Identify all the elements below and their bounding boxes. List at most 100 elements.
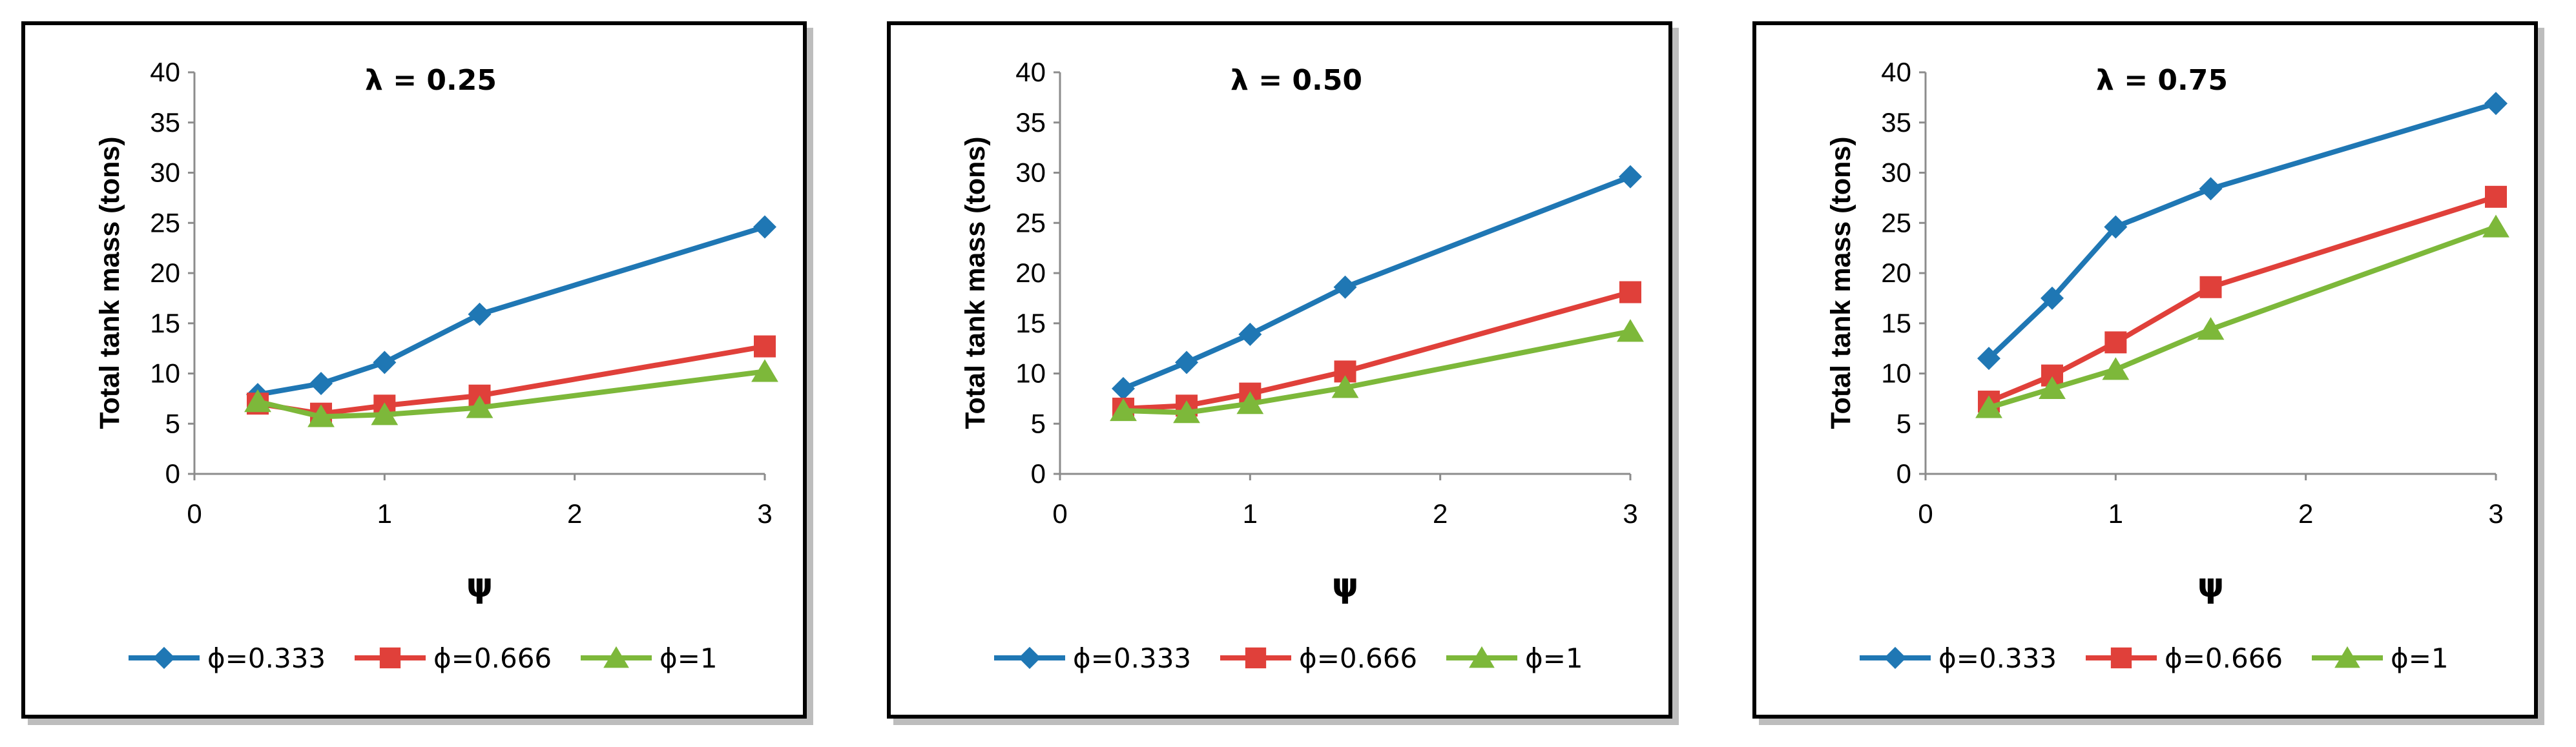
data-point	[754, 335, 776, 358]
legend-entry: ϕ=1	[1446, 642, 1583, 674]
y-tick-label: 35	[150, 107, 180, 138]
y-tick-label: 25	[1015, 207, 1046, 238]
legend-label: ϕ=0.333	[207, 642, 326, 674]
data-point	[373, 351, 397, 374]
x-tick-label: 3	[757, 498, 772, 529]
y-tick-label: 30	[150, 158, 180, 188]
data-point	[1238, 322, 1262, 346]
chart-panel-lambda-0-50: 0 5 10 15 20 25 30 35 40 0 1 2 3 Total tank mass (ton…	[887, 21, 1672, 719]
data-point	[2485, 185, 2507, 208]
data-point	[466, 395, 493, 418]
data-point	[1175, 351, 1199, 374]
series-line	[1122, 174, 1632, 391]
data-point	[2104, 331, 2127, 354]
y-axis-title: Total tank mass (tons)	[960, 136, 991, 429]
legend-marker	[1018, 646, 1041, 670]
y-tick-label: 40	[1881, 57, 1911, 87]
data-point	[1331, 375, 1359, 398]
series-line	[1988, 224, 2497, 411]
x-tick-label: 2	[567, 498, 582, 529]
y-tick-label: 10	[1015, 358, 1046, 389]
series-line	[1123, 329, 1631, 416]
y-tick-label: 20	[150, 258, 180, 288]
legend-label: ϕ=0.666	[2165, 642, 2283, 674]
data-point	[1617, 319, 1644, 342]
data-point	[753, 215, 776, 239]
series-1	[1112, 165, 1642, 400]
series-line	[257, 224, 766, 398]
legend-marker	[1245, 647, 1267, 669]
x-tick-label: 1	[1243, 498, 1258, 529]
y-tick-label: 15	[1015, 308, 1046, 338]
x-axis-title: ψ	[466, 566, 493, 605]
y-tick-label: 25	[1881, 207, 1911, 238]
legend-label: ϕ=0.333	[1073, 642, 1191, 674]
series-1	[1977, 92, 2508, 371]
legend-entry: ϕ=0.333	[129, 642, 326, 674]
chart-panel-lambda-0-25: 0 5 10 15 20 25 30 35 40 0 1 2 3 Total tank mass (ton…	[21, 21, 807, 719]
legend-marker	[1469, 646, 1495, 668]
series-2	[1112, 281, 1641, 420]
y-tick-label: 15	[1881, 308, 1911, 338]
x-tick-label: 3	[2488, 498, 2503, 529]
data-point	[2197, 317, 2225, 340]
chart-title: λ = 0.50	[1231, 64, 1362, 97]
legend-marker	[379, 647, 401, 669]
data-point	[2102, 357, 2130, 380]
data-point	[1236, 391, 1264, 414]
chart-svg: 0 5 10 15 20 25 30 35 40 0 1 2 3 Total tank mass (ton…	[94, 57, 778, 674]
data-point	[1112, 376, 1136, 400]
x-axis-title: ψ	[2197, 566, 2224, 605]
x-tick-label: 3	[1623, 498, 1637, 529]
chart-panel-lambda-0-75: 0 5 10 15 20 25 30 35 40 0 1 2 3 Total tank mass (ton…	[1752, 21, 2538, 719]
y-tick-label: 35	[1015, 107, 1046, 138]
x-tick-label: 1	[2108, 498, 2123, 529]
data-point	[1619, 281, 1641, 303]
data-point	[2482, 214, 2509, 238]
data-point	[2484, 92, 2508, 116]
series-3	[244, 359, 778, 427]
legend-entry: ϕ=1	[2312, 642, 2449, 674]
y-tick-label: 35	[1881, 107, 1911, 138]
series-line	[1988, 194, 2497, 404]
data-point	[1619, 165, 1642, 189]
y-axis-title: Total tank mass (tons)	[1825, 136, 1856, 429]
legend-label: ϕ=1	[1525, 642, 1583, 674]
chart-title: λ = 0.25	[365, 64, 497, 97]
legend-entry: ϕ=0.666	[1220, 642, 1417, 674]
y-tick-label: 15	[150, 308, 180, 338]
y-tick-label: 20	[1881, 258, 1911, 288]
x-tick-label: 0	[187, 498, 202, 529]
y-tick-label: 30	[1015, 158, 1046, 188]
legend-label: ϕ=0.333	[1938, 642, 2057, 674]
legend-marker	[603, 646, 629, 668]
legend-marker	[1884, 646, 1907, 670]
y-tick-label: 10	[150, 358, 180, 389]
y-tick-label: 40	[1015, 57, 1046, 87]
y-tick-label: 0	[1896, 458, 1911, 489]
chart-svg: 0 5 10 15 20 25 30 35 40 0 1 2 3 Total tank mass (ton…	[1825, 57, 2509, 674]
data-point	[309, 372, 333, 396]
x-tick-label: 2	[1433, 498, 1448, 529]
y-tick-label: 40	[150, 57, 180, 87]
series-2	[1978, 185, 2507, 413]
y-tick-label: 20	[1015, 258, 1046, 288]
data-point	[307, 404, 335, 427]
data-point	[2041, 286, 2064, 310]
data-point	[371, 402, 399, 425]
data-point	[2199, 276, 2222, 298]
legend-entry: ϕ=0.333	[1860, 642, 2057, 674]
y-tick-label: 0	[165, 458, 180, 489]
y-tick-label: 5	[1896, 408, 1911, 438]
data-point	[1110, 398, 1137, 422]
legend-label: ϕ=0.666	[433, 642, 552, 674]
data-point	[244, 389, 271, 413]
data-point	[2199, 177, 2223, 201]
data-point	[468, 302, 492, 326]
legend-marker	[152, 646, 176, 670]
chart-svg: 0 5 10 15 20 25 30 35 40 0 1 2 3 Total tank mass (ton…	[960, 57, 1644, 674]
y-tick-label: 5	[165, 408, 180, 438]
series-line	[1123, 289, 1632, 411]
legend-entry: ϕ=0.333	[994, 642, 1191, 674]
data-point	[1975, 395, 2002, 418]
